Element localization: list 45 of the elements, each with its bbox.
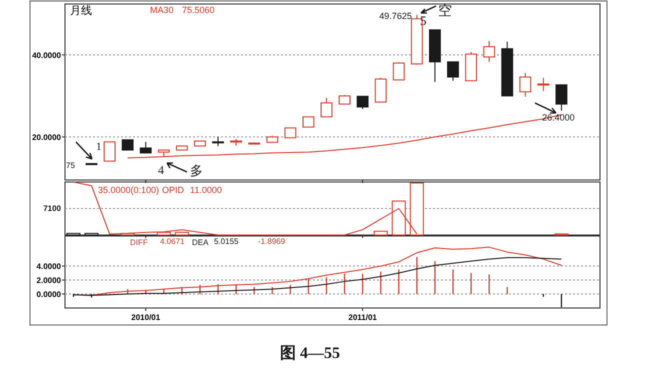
annotation: 多 — [190, 163, 203, 178]
candlestick — [104, 141, 116, 162]
candlestick — [140, 141, 152, 154]
y-tick-label: 4.0000 — [36, 262, 62, 272]
candlestick — [284, 127, 296, 138]
candlestick — [320, 97, 332, 118]
annotation: 75 — [66, 161, 76, 170]
chart-title: 月线 — [70, 4, 92, 17]
annotation: OPID — [162, 185, 185, 195]
annotation: 11.0000 — [190, 185, 222, 195]
caption: 图 4—55 — [280, 345, 340, 362]
annotation: -1.8969 — [258, 237, 286, 246]
annotation: 49.7625 — [379, 10, 412, 21]
text: MA30 — [150, 5, 174, 15]
annotation: 75.5060 — [182, 5, 215, 15]
x-tick-label: 2011/01 — [348, 313, 378, 322]
candlestick — [537, 77, 550, 92]
text: 7100 — [43, 204, 62, 213]
annotation: 4.0671 — [160, 237, 186, 246]
candlestick — [374, 77, 387, 103]
text: DIFF — [130, 238, 148, 247]
line-series — [72, 257, 562, 296]
bar — [374, 230, 388, 236]
annotation: 5 — [420, 13, 426, 28]
annotation: 5.0155 — [214, 237, 240, 246]
y-tick-label: 40.0000 — [32, 50, 62, 60]
annotation: 1 — [96, 141, 102, 153]
text: DEA — [192, 238, 210, 247]
annotation: 空 — [438, 3, 452, 19]
candlestick — [483, 40, 496, 62]
candlestick — [212, 136, 224, 146]
annotation: 35.0000(0:100) — [98, 185, 160, 195]
candlestick — [447, 61, 459, 82]
candlestick — [392, 62, 405, 80]
y-tick-label: 0.0000 — [36, 290, 62, 300]
candlestick — [302, 116, 314, 128]
candlestick — [556, 84, 568, 112]
annotation: 4 — [158, 163, 164, 177]
y-tick-label: 2.0000 — [36, 276, 62, 286]
annotation: 26.4000 — [542, 112, 575, 123]
candlestick — [122, 139, 134, 151]
y-tick-label: 20.0000 — [32, 132, 62, 142]
candlestick — [356, 96, 369, 110]
x-tick-label: 2010/01 — [131, 313, 161, 322]
candlestick — [519, 72, 532, 98]
